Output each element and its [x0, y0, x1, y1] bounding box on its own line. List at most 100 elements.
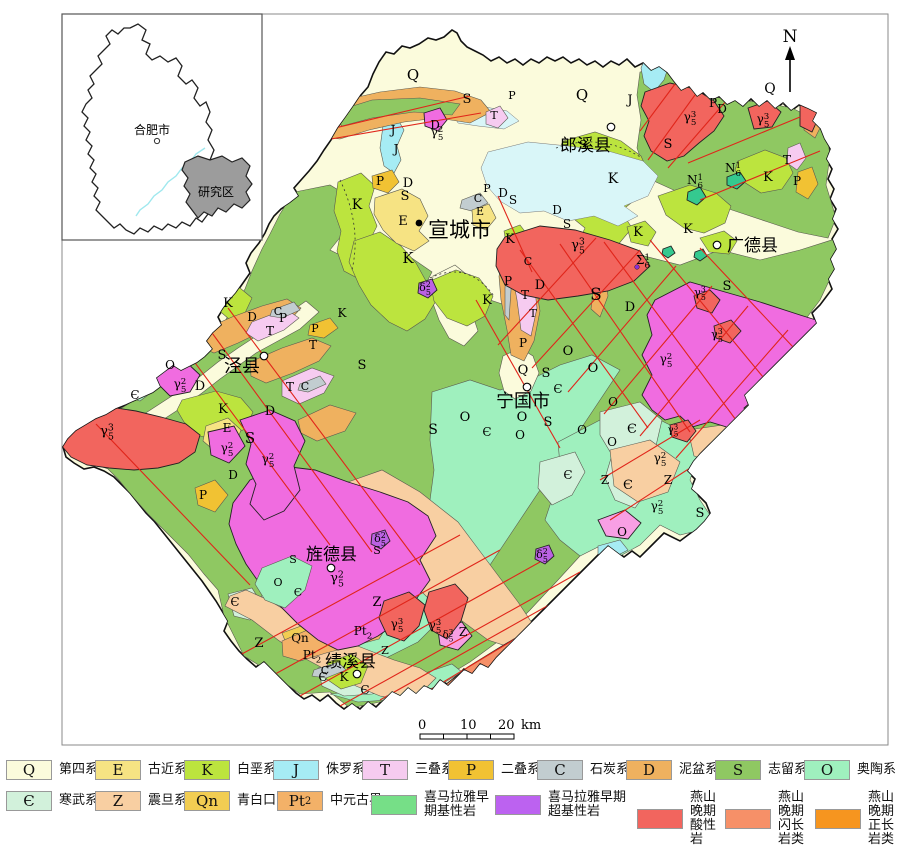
unit-label: P — [508, 89, 516, 102]
unit-label: Є — [294, 586, 302, 599]
legend-item: C 石炭系 — [537, 760, 630, 780]
legend-label: 中元古界 — [330, 792, 383, 808]
unit-label: δ3 5 — [443, 628, 454, 644]
unit-label: δ2 5 — [419, 280, 431, 297]
unit-label: O — [588, 361, 599, 376]
legend-color-swatch: J — [273, 760, 319, 780]
unit-label: N1 6 — [687, 173, 703, 191]
unit-label: Z — [459, 625, 467, 639]
unit-label: D — [195, 379, 205, 394]
legend-color-swatch: K — [184, 760, 230, 780]
unit-label: S — [509, 193, 517, 207]
unconformity-lines — [339, 141, 643, 297]
unit-label: γ2 5 — [330, 569, 344, 589]
unit-label: γ2 5 — [431, 125, 444, 143]
unit-label: K — [505, 232, 515, 247]
legend-color-swatch — [637, 809, 683, 830]
legend-item: Q 第四系 — [6, 760, 99, 780]
unit-label: γ2 5 — [221, 441, 234, 459]
unit-label: K — [218, 402, 228, 417]
unit-label: S — [590, 285, 602, 305]
legend-label: 古近系 — [148, 761, 188, 777]
fault-line — [531, 249, 641, 369]
unit-label: γ2 5 — [174, 377, 187, 395]
city-label: 广德县 — [727, 236, 778, 256]
fault-line — [603, 241, 737, 421]
city-marker-circle — [712, 240, 722, 250]
legend-color-swatch: Qn — [184, 791, 230, 811]
fault-line — [239, 534, 461, 656]
fault-line — [339, 571, 581, 707]
unit-label: Є — [627, 422, 637, 437]
unit-label: Z — [381, 644, 389, 657]
unit-label: Z — [664, 473, 672, 487]
unit-label: T — [783, 153, 791, 167]
unit-label: O — [515, 428, 525, 442]
legend-color-swatch — [815, 809, 861, 830]
unit-label: O — [577, 423, 587, 437]
unit-label: P — [279, 311, 287, 325]
unit-label: K — [402, 249, 414, 267]
unit-label: γ3 5 — [757, 112, 770, 130]
unit-label: K — [482, 293, 492, 308]
unit-label: O — [273, 576, 282, 589]
legend-row: Є 寒武系 Z 震旦系 Qn 青白口系 Pt 2 中元古界 喜马拉雅早期基性岩 喜马拉雅早期超基性岩… — [6, 790, 900, 847]
legend-label: 石炭系 — [590, 761, 630, 777]
unit-label: D — [625, 300, 635, 315]
legend-color-swatch: D — [626, 760, 672, 780]
fault-line — [567, 265, 677, 393]
unit-label: Є — [563, 468, 572, 482]
city-marker-circle — [522, 382, 532, 392]
city-label: 泾县 — [224, 356, 260, 377]
scale-unit: km — [521, 718, 541, 733]
fault-line — [95, 423, 251, 586]
fault-line — [559, 243, 691, 433]
unit-label: Z — [254, 636, 263, 651]
unit-label: T — [490, 109, 498, 122]
geology-patches — [63, 45, 838, 709]
scale-twenty: 20 — [498, 718, 515, 733]
legend-color-swatch — [371, 795, 417, 816]
fault-line — [599, 419, 701, 481]
unit-label: O — [608, 395, 618, 409]
legend-item: 喜马拉雅早期基性岩 — [371, 790, 495, 819]
unit-label: S — [696, 506, 705, 521]
study-area-label: 研究区 — [198, 184, 234, 199]
legend-item: K 白垩系 — [184, 760, 277, 780]
legend-item: 燕山晚期闪长岩类 — [725, 790, 815, 847]
unit-label: γ2 5 — [651, 499, 664, 517]
scale-zero: 0 — [418, 718, 426, 733]
unit-label: T — [529, 307, 537, 320]
unit-label: Є — [130, 388, 139, 402]
legend-color-swatch: C — [537, 760, 583, 780]
north-label: N — [783, 27, 798, 47]
legend-item: D 泥盆系 — [626, 760, 718, 780]
unit-label: J — [392, 142, 399, 156]
unit-label: C — [524, 255, 532, 268]
legend-label: 白垩系 — [237, 761, 277, 777]
legend-item: 喜马拉雅早期超基性岩 — [495, 790, 637, 819]
unit-label: T — [309, 338, 317, 352]
unit-label: S — [664, 137, 673, 152]
unit-label: Qn — [291, 631, 309, 645]
unit-label: O — [517, 410, 528, 425]
unit-label: D — [247, 310, 257, 324]
fault-line — [675, 329, 789, 459]
legend-item: T 三叠系 — [362, 760, 454, 780]
anhui-outline — [81, 23, 217, 235]
unit-label: O — [460, 410, 471, 425]
unit-label: D — [498, 186, 508, 200]
unit-label: γ3 5 — [100, 422, 114, 442]
legend-label: 第四系 — [59, 761, 99, 777]
unit-label: Є — [623, 478, 633, 493]
unit-label: E — [398, 214, 408, 229]
legend-item: Є 寒武系 — [6, 791, 98, 811]
hefei-marker — [153, 137, 161, 145]
unit-label: S — [358, 358, 367, 373]
fault-line — [267, 549, 501, 679]
legend-color-swatch: E — [95, 760, 141, 780]
unit-label: γ3 5 — [391, 617, 404, 635]
city-marker-dot — [415, 219, 423, 227]
unit-label: γ2 5 — [660, 352, 673, 370]
